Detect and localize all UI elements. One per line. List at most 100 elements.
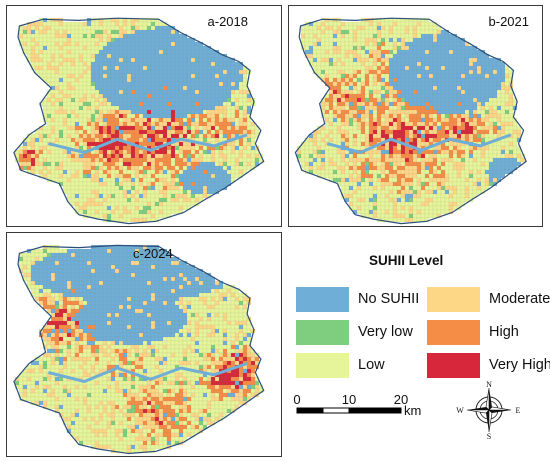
map-cell bbox=[468, 49, 474, 55]
map-cell bbox=[344, 25, 350, 31]
map-cell bbox=[448, 113, 454, 119]
map-cell bbox=[332, 109, 338, 115]
map-cell bbox=[492, 69, 498, 75]
map-cell bbox=[134, 153, 140, 159]
map-cell bbox=[174, 205, 180, 211]
map-cell bbox=[472, 185, 478, 191]
map-cell bbox=[70, 268, 76, 274]
map-cell bbox=[66, 276, 72, 282]
map-cell bbox=[420, 173, 426, 179]
map-cell bbox=[480, 85, 486, 91]
map-cell bbox=[380, 61, 386, 67]
map-cell bbox=[138, 105, 144, 111]
map-cell bbox=[166, 89, 172, 95]
map-cell bbox=[432, 113, 438, 119]
map-cell bbox=[340, 109, 346, 115]
map-cell bbox=[420, 61, 426, 67]
map-cell bbox=[38, 260, 44, 266]
map-cell bbox=[412, 93, 418, 99]
map-cell bbox=[202, 173, 208, 179]
map-cell bbox=[142, 85, 148, 91]
map-cell bbox=[360, 77, 366, 83]
map-cell bbox=[158, 133, 164, 139]
map-cell bbox=[178, 264, 184, 270]
map-cell bbox=[250, 141, 256, 147]
map-cell bbox=[158, 201, 164, 207]
map-cell bbox=[444, 141, 450, 147]
map-cell bbox=[34, 256, 40, 262]
map-cell bbox=[336, 93, 342, 99]
map-cell bbox=[150, 161, 156, 167]
map-cell bbox=[436, 145, 442, 151]
map-cell bbox=[344, 85, 350, 91]
map-cell bbox=[162, 113, 168, 119]
map-cell bbox=[372, 113, 378, 119]
map-cell bbox=[404, 45, 410, 51]
map-cell bbox=[388, 45, 394, 51]
map-cell bbox=[432, 41, 438, 47]
map-cell bbox=[234, 125, 240, 131]
map-cell bbox=[154, 173, 160, 179]
map-cell bbox=[186, 197, 192, 203]
map-cell bbox=[352, 113, 358, 119]
map-cell bbox=[50, 73, 56, 79]
map-cell bbox=[464, 77, 470, 83]
map-cell bbox=[78, 29, 84, 35]
map-cell bbox=[356, 125, 362, 131]
map-cell bbox=[102, 89, 108, 95]
map-cell bbox=[150, 264, 156, 270]
map-cell bbox=[412, 197, 418, 203]
map-cell bbox=[436, 77, 442, 83]
map-cell bbox=[440, 201, 446, 207]
map-cell bbox=[174, 169, 180, 175]
map-cell bbox=[340, 37, 346, 43]
map-cell bbox=[404, 101, 410, 107]
map-cell bbox=[58, 177, 64, 183]
map-cell bbox=[372, 25, 378, 31]
map-cell bbox=[54, 61, 60, 67]
map-cell bbox=[154, 37, 160, 43]
map-cell bbox=[396, 33, 402, 39]
map-cell bbox=[356, 201, 362, 207]
map-cell bbox=[82, 89, 88, 95]
map-cell bbox=[98, 65, 104, 71]
map-cell bbox=[198, 93, 204, 99]
map-cell bbox=[332, 81, 338, 87]
map-cell bbox=[106, 85, 112, 91]
map-cell bbox=[38, 264, 44, 270]
map-cell bbox=[98, 256, 104, 262]
map-cell bbox=[30, 149, 36, 155]
map-cell bbox=[190, 73, 196, 79]
map-cell bbox=[308, 57, 314, 63]
map-cell bbox=[122, 217, 128, 223]
map-cell bbox=[30, 153, 36, 159]
map-cell bbox=[130, 205, 136, 211]
map-cell bbox=[114, 93, 120, 99]
map-cell bbox=[90, 109, 96, 115]
map-cell bbox=[400, 109, 406, 115]
map-cell bbox=[50, 61, 56, 67]
map-cell bbox=[50, 268, 56, 274]
map-cell bbox=[344, 45, 350, 51]
map-cell bbox=[114, 57, 120, 63]
map-cell bbox=[130, 173, 136, 179]
map-cell bbox=[496, 153, 502, 159]
map-cell bbox=[436, 105, 442, 111]
map-cell bbox=[360, 25, 366, 31]
map-cell bbox=[368, 213, 374, 219]
map-cell bbox=[86, 25, 92, 31]
map-cell bbox=[62, 137, 68, 143]
map-cell bbox=[146, 193, 152, 199]
map-cell bbox=[392, 25, 398, 31]
map-cell bbox=[186, 113, 192, 119]
map-cell bbox=[202, 153, 208, 159]
map-cell bbox=[396, 57, 402, 63]
map-cell bbox=[154, 149, 160, 155]
map-cell bbox=[94, 272, 100, 278]
map-cell bbox=[86, 125, 92, 131]
map-cell bbox=[82, 197, 88, 203]
map-cell bbox=[416, 85, 422, 91]
map-cell bbox=[122, 133, 128, 139]
map-cell bbox=[420, 33, 426, 39]
map-cell bbox=[404, 93, 410, 99]
